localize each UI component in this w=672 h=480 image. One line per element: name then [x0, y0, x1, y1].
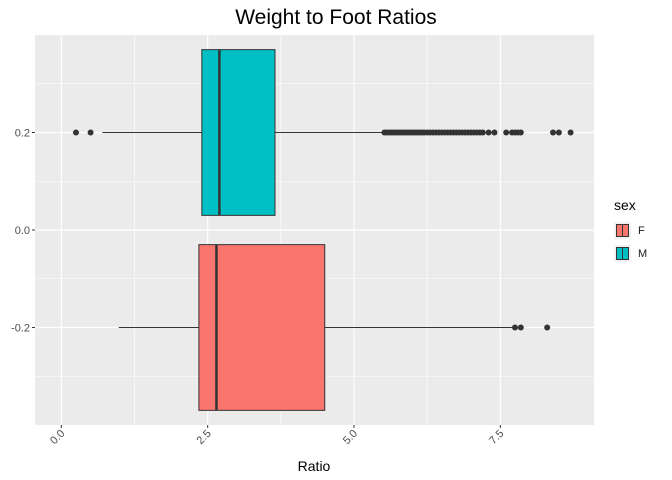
x-tick-label: 0.0 [48, 428, 67, 447]
outlier-point-m [72, 129, 79, 136]
legend-item-f: F [614, 219, 647, 242]
outlier-point-m [479, 129, 486, 136]
legend: sex F M [614, 197, 647, 265]
box-f [198, 244, 326, 411]
legend-median-line [622, 248, 623, 259]
y-tick-label: 0.0 [15, 225, 30, 237]
legend-median-line [622, 225, 623, 236]
outlier-point-m [550, 129, 557, 136]
legend-label-m: M [638, 247, 648, 260]
box-m [201, 49, 276, 216]
y-tick-label: 0.2 [15, 128, 30, 140]
legend-key-m [614, 245, 631, 262]
x-tick-label: 7.5 [487, 428, 506, 447]
outlier-point-m [485, 129, 492, 136]
y-axis-ticks: 0.2 0.0 -0.2 [11, 128, 35, 335]
legend-item-m: M [614, 242, 647, 265]
y-tick-label: -0.2 [11, 323, 30, 335]
box-layer [72, 49, 574, 411]
outlier-point-f [544, 324, 551, 331]
chart-title: Weight to Foot Ratios [235, 6, 437, 29]
outlier-point-m [491, 129, 498, 136]
outlier-point-f [517, 324, 524, 331]
x-axis-ticks: 0.0 2.5 5.0 7.5 [48, 425, 506, 447]
outlier-point-m [87, 129, 94, 136]
legend-title: sex [614, 197, 636, 213]
outlier-point-f [511, 324, 518, 331]
legend-key-f [614, 222, 631, 239]
x-tick-label: 5.0 [341, 428, 360, 447]
x-tick-label: 2.5 [194, 428, 213, 447]
outlier-point-m [517, 129, 524, 136]
outlier-point-m [503, 129, 510, 136]
outlier-point-m [567, 129, 574, 136]
legend-label-f: F [638, 224, 645, 237]
x-axis-title: Ratio [298, 458, 331, 474]
outlier-point-m [555, 129, 562, 136]
